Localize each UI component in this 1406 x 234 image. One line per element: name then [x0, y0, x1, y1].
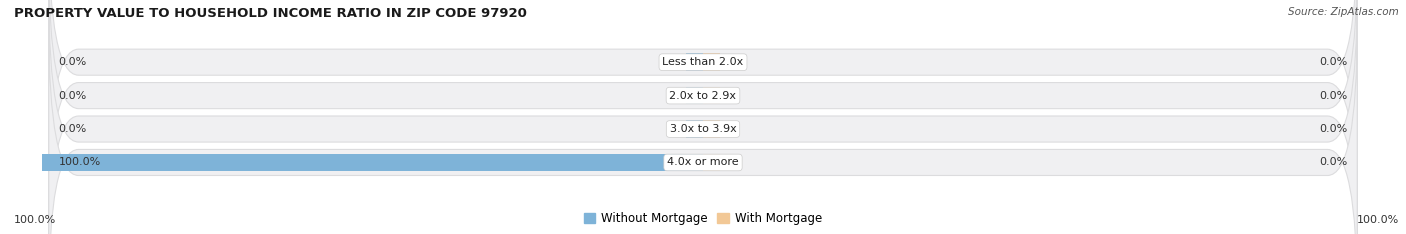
Text: 0.0%: 0.0%: [1319, 157, 1347, 168]
Text: 3.0x to 3.9x: 3.0x to 3.9x: [669, 124, 737, 134]
Text: Source: ZipAtlas.com: Source: ZipAtlas.com: [1288, 7, 1399, 17]
Bar: [686, 87, 703, 104]
Bar: [703, 87, 720, 104]
Bar: [42, 154, 703, 171]
Text: 0.0%: 0.0%: [1319, 91, 1347, 101]
Text: 0.0%: 0.0%: [59, 91, 87, 101]
Bar: [686, 120, 703, 138]
Bar: [703, 154, 720, 171]
Text: PROPERTY VALUE TO HOUSEHOLD INCOME RATIO IN ZIP CODE 97920: PROPERTY VALUE TO HOUSEHOLD INCOME RATIO…: [14, 7, 527, 20]
FancyBboxPatch shape: [49, 0, 1357, 233]
Text: 0.0%: 0.0%: [59, 124, 87, 134]
Bar: [703, 54, 720, 71]
Text: 0.0%: 0.0%: [1319, 124, 1347, 134]
FancyBboxPatch shape: [49, 0, 1357, 200]
Text: 100.0%: 100.0%: [1357, 215, 1399, 225]
Text: 100.0%: 100.0%: [14, 215, 56, 225]
Legend: Without Mortgage, With Mortgage: Without Mortgage, With Mortgage: [579, 208, 827, 230]
FancyBboxPatch shape: [49, 0, 1357, 234]
Bar: [686, 54, 703, 71]
Bar: [703, 120, 720, 138]
Text: 0.0%: 0.0%: [59, 57, 87, 67]
Text: 0.0%: 0.0%: [1319, 57, 1347, 67]
FancyBboxPatch shape: [49, 25, 1357, 234]
Text: 4.0x or more: 4.0x or more: [668, 157, 738, 168]
Text: 100.0%: 100.0%: [59, 157, 101, 168]
Text: Less than 2.0x: Less than 2.0x: [662, 57, 744, 67]
Text: 2.0x to 2.9x: 2.0x to 2.9x: [669, 91, 737, 101]
